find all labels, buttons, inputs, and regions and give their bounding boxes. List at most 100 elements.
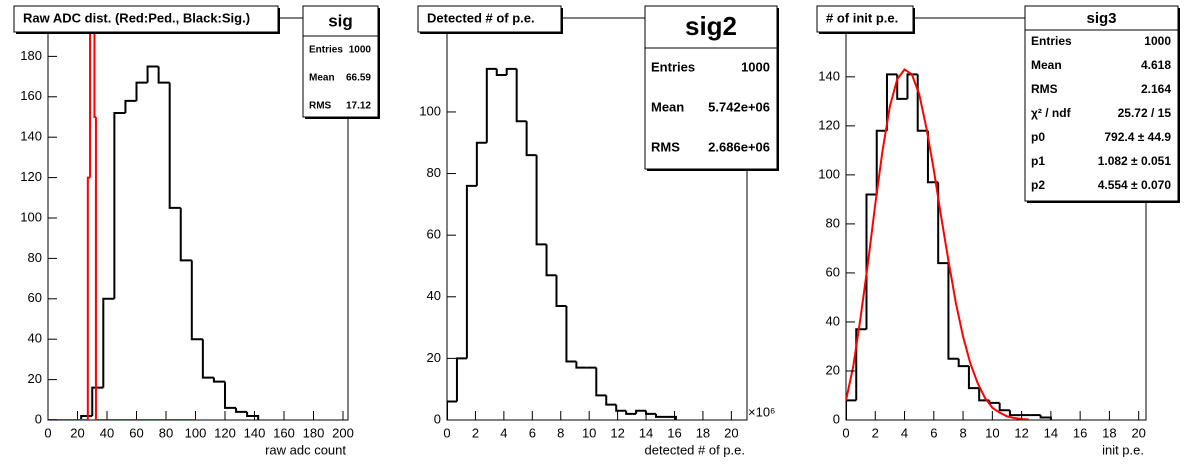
histogram-bin: [906, 73, 918, 99]
y-tick-label: 80: [427, 165, 441, 180]
histogram-bin: [605, 395, 617, 406]
x-tick-label: 40: [100, 425, 114, 440]
x-tick-label: 20: [724, 425, 738, 440]
histogram-bin: [475, 141, 487, 186]
histogram-bin: [455, 357, 467, 402]
x-tick-label: 160: [273, 425, 295, 440]
stats-value: 792.4 ± 44.9: [1104, 130, 1171, 144]
histogram-bin: [135, 81, 148, 101]
x-tick-label: 8: [959, 425, 966, 440]
histogram-bin: [157, 66, 170, 84]
stats-value: 1000: [741, 59, 770, 74]
x-tick-label: 14: [639, 425, 653, 440]
histogram-bin: [545, 244, 557, 277]
y-tick-label: 20: [427, 350, 441, 365]
stats-value: 5.742e+06: [708, 99, 770, 114]
histogram-bin: [146, 65, 159, 83]
histogram-bin: [168, 82, 181, 209]
stats-value: 1000: [1144, 34, 1171, 48]
histogram-bin: [495, 68, 507, 76]
histogram-bin: [875, 129, 887, 195]
stats-label: RMS: [651, 139, 680, 154]
x-tick-label: 120: [214, 425, 236, 440]
plot-area: [48, 18, 260, 420]
histogram-bin: [565, 306, 577, 363]
y-tick-label: 0: [35, 411, 42, 426]
y-tick-label: 180: [20, 48, 42, 63]
histogram-bin: [515, 68, 527, 123]
histogram-bin: [94, 116, 196, 420]
y-tick-label: 100: [818, 166, 840, 181]
y-tick-label: 60: [28, 290, 42, 305]
histogram-bin: [967, 366, 980, 390]
x-tick-label: 10: [582, 425, 596, 440]
stats-value: 4.554 ± 0.070: [1098, 178, 1172, 192]
x-tick-label: 10: [985, 425, 999, 440]
x-tick-label: 18: [1102, 425, 1116, 440]
histogram-bin: [575, 361, 587, 369]
stats-value: 17.12: [346, 101, 371, 112]
histogram-bin: [998, 402, 1010, 412]
stats-label: Mean: [1031, 58, 1062, 72]
x-tick-label: 4: [500, 425, 507, 440]
y-tick-label: 20: [28, 371, 42, 386]
histogram-bin: [102, 297, 115, 388]
histogram-bin: [212, 377, 225, 383]
histogram-bin: [86, 176, 91, 420]
stats-value: 1.082 ± 0.051: [1098, 154, 1172, 168]
stats-label: p0: [1031, 130, 1045, 144]
x-tick-label: 6: [529, 425, 536, 440]
x-tick-label: 0: [44, 425, 51, 440]
x-exponent: ×10⁶: [748, 404, 775, 419]
x-tick-label: 14: [1044, 425, 1058, 440]
histogram-bin: [535, 155, 547, 246]
histogram-bin: [447, 400, 457, 420]
stats-value: 1000: [349, 45, 372, 56]
histogram-bin: [655, 413, 666, 418]
histogram-bin: [855, 328, 867, 401]
chart-title: Raw ADC dist. (Red:Ped., Black:Sig.): [23, 10, 250, 25]
histogram-bin: [505, 67, 517, 75]
y-tick-label: 140: [20, 129, 42, 144]
stats-label: Entries: [651, 59, 695, 74]
histogram-bin: [246, 411, 260, 420]
title-box: [417, 5, 562, 33]
y-tick-label: 0: [434, 411, 441, 426]
fit-curve: [846, 68, 1029, 420]
y-tick-label: 60: [427, 227, 441, 242]
x-tick-label: 20: [1131, 425, 1145, 440]
x-tick-label: 60: [129, 425, 143, 440]
y-tick-label: 40: [826, 313, 840, 328]
histogram-bin: [625, 410, 637, 415]
histogram-bin: [665, 415, 677, 420]
y-tick-label: 100: [419, 103, 441, 118]
chart-title: Detected # of p.e.: [427, 10, 535, 25]
histogram-bin: [525, 121, 537, 157]
histogram-bin: [885, 73, 898, 131]
stats-label: Mean: [651, 99, 684, 114]
x-tick-label: 180: [303, 425, 325, 440]
x-tick-label: 18: [696, 425, 710, 440]
stats-title: sig: [328, 11, 353, 30]
x-tick-label: 100: [185, 425, 207, 440]
stats-value: 66.59: [346, 73, 371, 84]
x-tick-label: 12: [610, 425, 624, 440]
y-tick-label: 120: [20, 169, 42, 184]
histogram-bin: [615, 404, 627, 412]
y-tick-label: 160: [20, 88, 42, 103]
stats-label: RMS: [309, 101, 332, 112]
x-axis-label: init p.e.: [1102, 442, 1144, 457]
histogram-bin: [635, 409, 647, 414]
stats-box: [302, 5, 379, 118]
histogram-bin: [179, 207, 192, 262]
y-tick-label: 0: [833, 411, 840, 426]
x-tick-label: 8: [557, 425, 564, 440]
histogram-bin: [937, 182, 949, 265]
plot-area: [846, 68, 1052, 420]
title-box: [816, 5, 914, 33]
histogram-bin: [947, 263, 959, 360]
histogram-bin: [190, 260, 203, 341]
stats-label: χ² / ndf: [1031, 106, 1072, 120]
y-tick-label: 120: [818, 117, 840, 132]
